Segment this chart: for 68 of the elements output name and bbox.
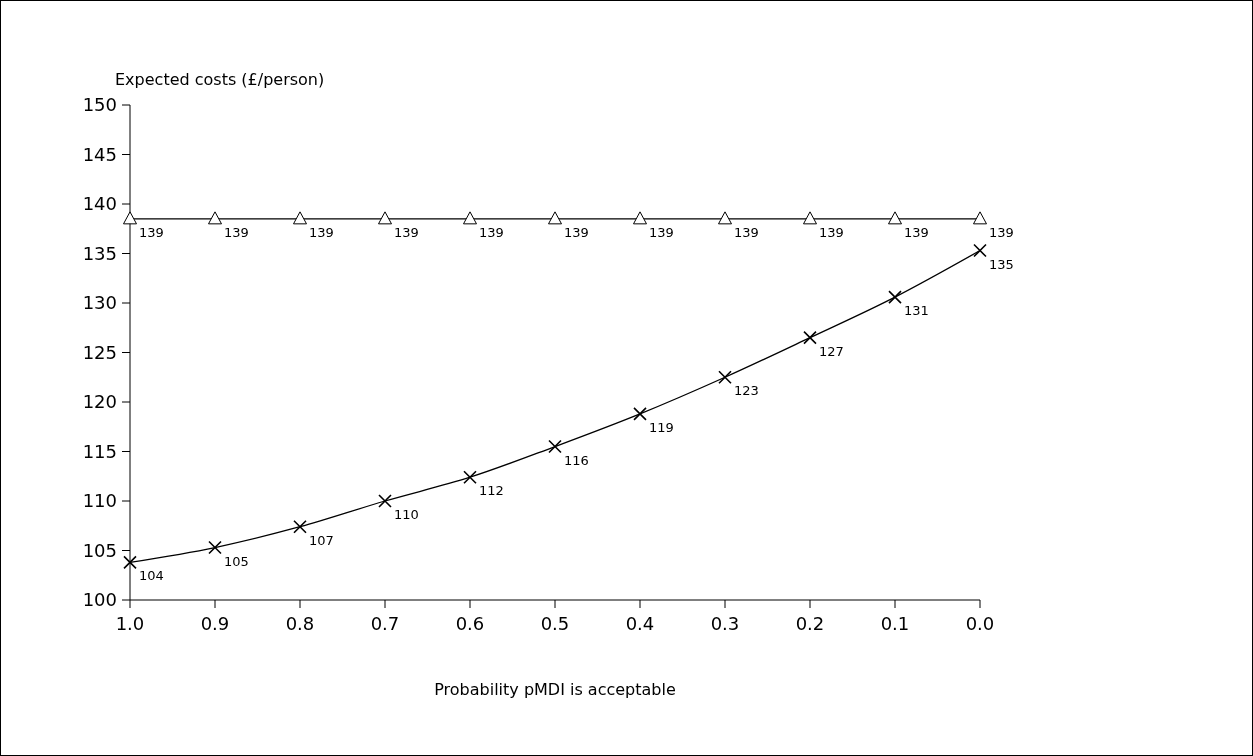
x-tick-label: 0.7 <box>370 613 400 634</box>
x-tick-label: 0.5 <box>540 613 570 634</box>
y-tick-label: 130 <box>82 292 117 314</box>
data-label: 139 <box>904 224 929 240</box>
point <box>463 470 477 485</box>
y-tick-label: 125 <box>82 341 117 363</box>
data-label: 139 <box>394 224 419 240</box>
x-tick-label: 0.3 <box>710 613 740 634</box>
y-tick-label: 105 <box>82 539 117 561</box>
data-label: 123 <box>734 383 759 399</box>
data-label: 139 <box>819 224 844 240</box>
data-label: 139 <box>989 224 1014 240</box>
data-label: 107 <box>309 532 334 548</box>
data-label: 105 <box>224 553 249 569</box>
y-tick-label: 100 <box>82 589 117 611</box>
point <box>633 407 647 421</box>
x-tick-label: 1.0 <box>115 613 145 634</box>
y-tick-label: 145 <box>82 143 117 165</box>
y-tick-label: 140 <box>82 193 117 215</box>
data-label: 110 <box>394 507 419 522</box>
data-label: 127 <box>819 343 844 359</box>
data-label: 139 <box>479 224 504 240</box>
y-tick-label: 135 <box>82 242 117 264</box>
y-axis-title: Expected costs (£/person) <box>115 70 325 89</box>
point <box>718 211 732 225</box>
point <box>548 439 562 454</box>
y-tick-label: 110 <box>82 490 117 512</box>
data-label: 139 <box>309 224 334 240</box>
point <box>378 494 392 508</box>
data-label: 131 <box>904 303 929 319</box>
data-label: 119 <box>649 419 674 435</box>
x-axis-title: Probability pMDI is acceptable <box>434 680 676 699</box>
y-tick-label: 115 <box>82 440 117 462</box>
point <box>548 211 562 225</box>
point <box>803 330 817 345</box>
point <box>718 370 732 385</box>
data-label: 139 <box>564 224 589 240</box>
x-tick-label: 0.1 <box>880 613 910 634</box>
point <box>803 211 817 225</box>
x-tick-label: 0.9 <box>200 613 230 634</box>
data-label: 139 <box>649 224 674 240</box>
point <box>293 211 307 225</box>
point <box>888 211 902 225</box>
point <box>378 211 392 225</box>
data-label: 112 <box>479 483 504 499</box>
point <box>208 211 222 225</box>
data-label: 104 <box>139 568 164 584</box>
x-tick-label: 0.0 <box>965 613 995 634</box>
y-tick-label: 150 <box>82 94 117 116</box>
data-label: 139 <box>139 224 164 240</box>
point <box>463 211 477 225</box>
data-label: 139 <box>224 224 249 240</box>
y-tick-label: 120 <box>82 391 117 413</box>
x-tick-label: 0.8 <box>285 613 315 634</box>
point <box>293 519 307 534</box>
point <box>123 211 137 225</box>
x-tick-label: 0.6 <box>455 613 485 634</box>
point <box>123 555 137 570</box>
point <box>633 211 647 225</box>
x-tick-label: 0.2 <box>795 613 825 634</box>
data-label: 135 <box>989 256 1014 272</box>
point <box>888 290 902 304</box>
point <box>973 211 987 225</box>
data-label: 116 <box>564 452 589 468</box>
data-label: 139 <box>734 224 759 240</box>
point <box>208 540 222 555</box>
point <box>973 243 987 258</box>
x-tick-label: 0.4 <box>625 613 655 634</box>
